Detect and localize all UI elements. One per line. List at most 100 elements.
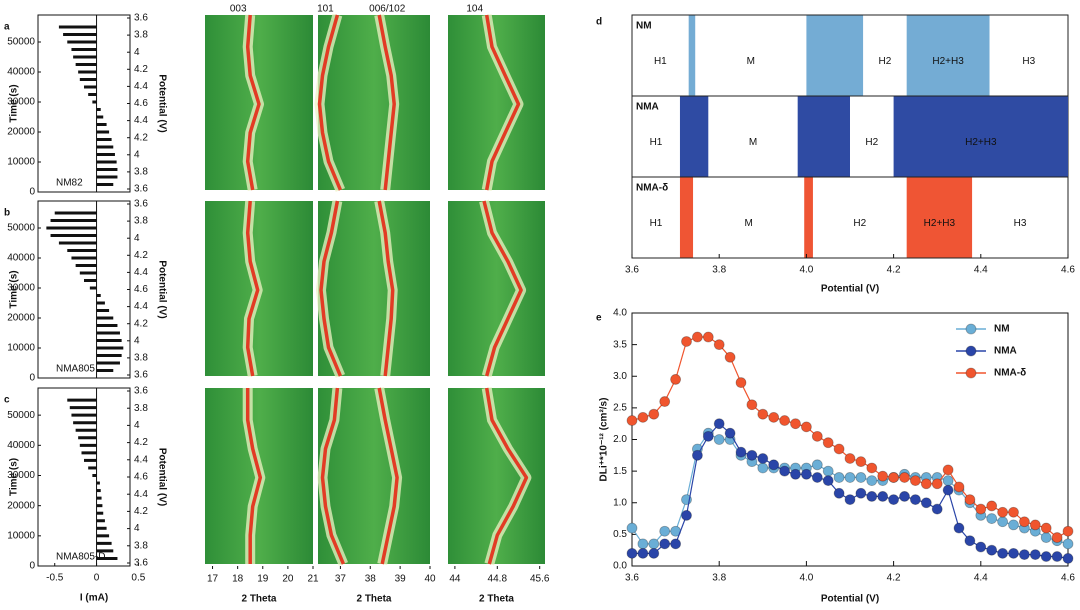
x-tick-label: 4.6 xyxy=(1061,265,1075,276)
data-point xyxy=(964,535,976,547)
data-point xyxy=(899,472,910,483)
data-point xyxy=(713,418,725,430)
data-point xyxy=(975,541,987,553)
data-point xyxy=(637,411,649,423)
y2-tick-label: 4.4 xyxy=(134,489,148,500)
panel-letter: c xyxy=(4,395,10,406)
x-tick-label: 21 xyxy=(307,574,319,585)
y2-tick-label: 3.6 xyxy=(134,386,148,397)
row-name: NMA xyxy=(636,102,659,113)
peak-trace xyxy=(320,387,346,565)
data-point xyxy=(746,449,758,461)
data-point xyxy=(801,468,812,480)
y-axis-label: DLi⁺*10⁻¹² (cm²/s) xyxy=(599,398,610,482)
phase-band xyxy=(906,15,990,96)
peak-header: 003 xyxy=(230,4,247,15)
data-point xyxy=(866,491,878,502)
data-point xyxy=(997,547,1008,559)
data-point xyxy=(659,525,671,537)
data-point xyxy=(997,506,1008,518)
data-point xyxy=(779,465,790,477)
y2-axis-label: Potential (V) xyxy=(156,260,167,318)
data-point xyxy=(822,465,834,477)
y2-tick-label: 3.8 xyxy=(134,216,148,227)
data-point xyxy=(855,456,867,468)
data-point xyxy=(942,484,954,496)
data-point xyxy=(866,462,878,474)
data-point xyxy=(681,510,692,521)
x-tick-label: 4.2 xyxy=(887,573,901,584)
data-point xyxy=(953,481,965,493)
data-point xyxy=(910,475,921,487)
data-point xyxy=(692,331,703,343)
x-tick-label: 40 xyxy=(424,574,436,585)
y2-tick-label: 3.6 xyxy=(134,558,148,569)
y-tick-label: 10000 xyxy=(7,530,35,541)
phase-label: H1 xyxy=(650,218,663,229)
peak-header: 101 xyxy=(317,4,334,15)
data-point xyxy=(888,472,899,483)
panel-letter: b xyxy=(4,208,10,219)
data-point xyxy=(724,351,736,363)
y2-tick-label: 4 xyxy=(134,233,140,244)
data-point xyxy=(1008,519,1019,531)
y-tick-label: 3.0 xyxy=(613,371,627,382)
data-point xyxy=(746,399,758,411)
y-axis-label: Time (s) xyxy=(9,84,20,122)
data-point xyxy=(1019,549,1030,561)
y2-tick-label: 3.8 xyxy=(134,403,148,414)
y-tick-label: 0 xyxy=(29,187,35,198)
phase-label: M xyxy=(749,137,757,148)
data-point xyxy=(790,418,801,430)
y2-tick-label: 4 xyxy=(134,420,140,431)
y2-axis-label: Potential (V) xyxy=(156,448,167,506)
data-point xyxy=(1062,553,1074,564)
panel-letter: e xyxy=(596,313,602,324)
panel-letter: a xyxy=(4,22,10,33)
row-name: NM xyxy=(636,21,652,32)
data-point xyxy=(844,472,856,483)
y2-tick-label: 4.2 xyxy=(134,437,148,448)
data-point xyxy=(833,472,845,483)
data-point xyxy=(855,487,867,499)
data-point xyxy=(681,336,692,347)
data-point xyxy=(942,464,954,476)
x-tick-label: -0.5 xyxy=(46,573,64,584)
data-point xyxy=(637,538,649,550)
data-point xyxy=(659,396,671,407)
x-tick-label: 37 xyxy=(335,574,347,585)
data-point xyxy=(713,434,725,445)
data-point xyxy=(997,516,1008,528)
data-point xyxy=(757,453,769,464)
panel-letter: d xyxy=(596,17,602,28)
y2-tick-label: 4.2 xyxy=(134,132,148,143)
y2-tick-label: 3.6 xyxy=(134,13,148,24)
x-tick-label: 20 xyxy=(282,574,294,585)
peak-trace xyxy=(484,14,521,191)
y-tick-label: 40000 xyxy=(7,440,35,451)
y-tick-label: 10000 xyxy=(7,343,35,354)
phase-label: M xyxy=(744,218,752,229)
y2-tick-label: 4.4 xyxy=(134,454,148,465)
x-axis-label: Potential (V) xyxy=(821,284,879,295)
y2-tick-label: 4.2 xyxy=(134,250,148,261)
data-point xyxy=(910,494,921,505)
xrd-map xyxy=(318,15,430,190)
data-point xyxy=(626,547,638,559)
x-tick-label: 19 xyxy=(257,574,269,585)
phase-band xyxy=(806,15,864,96)
phase-label: H1 xyxy=(654,56,667,67)
data-point xyxy=(986,500,998,512)
data-point xyxy=(801,421,812,433)
x-tick-label: 4.4 xyxy=(974,265,988,276)
y2-tick-label: 4.6 xyxy=(134,98,148,109)
y-tick-label: 20000 xyxy=(7,313,35,324)
phase-band xyxy=(893,96,1068,177)
phase-label: H2 xyxy=(853,218,866,229)
phase-label: H3 xyxy=(1014,218,1027,229)
data-point xyxy=(844,494,856,505)
legend-marker xyxy=(965,345,977,357)
y-tick-label: 0.5 xyxy=(613,529,627,540)
y2-tick-label: 3.8 xyxy=(134,167,148,178)
